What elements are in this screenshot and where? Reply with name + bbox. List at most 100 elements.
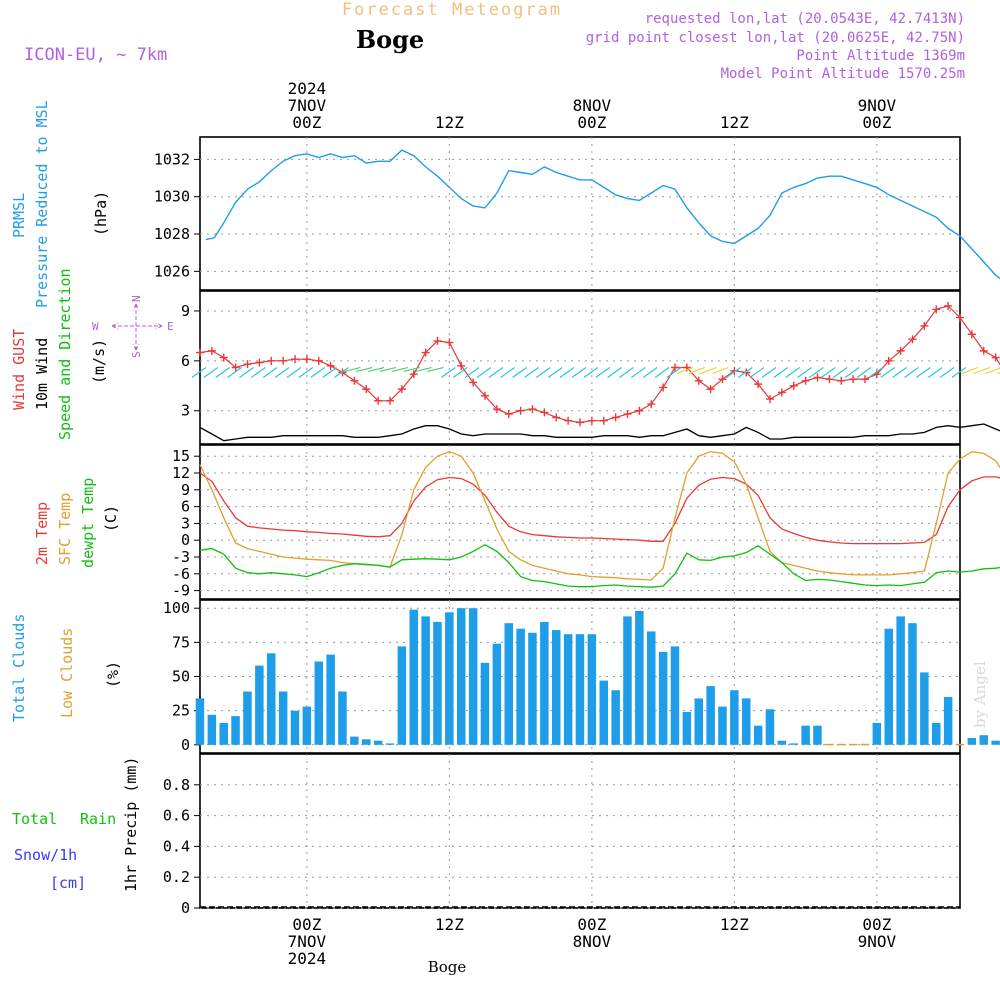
gust-marker — [540, 408, 549, 417]
gust-marker — [837, 376, 846, 385]
gust-marker — [659, 383, 668, 392]
cloud-bar — [433, 621, 442, 745]
precip-legend: Total Rain Snow/1h [cm] 1hr Precip (mm) — [12, 757, 140, 892]
temperature-layer — [199, 451, 1000, 588]
wind-direction-arrow — [322, 367, 337, 378]
gust-marker — [243, 360, 252, 369]
precip-y-tick-label: 0.4 — [163, 837, 190, 855]
bottom-time-label: 8NOV — [573, 932, 612, 951]
snow-unit: [cm] — [50, 874, 86, 892]
wind-direction-arrow — [440, 367, 456, 378]
wind-direction-arrow — [512, 367, 527, 378]
gust-marker — [766, 395, 774, 404]
gust-marker — [279, 356, 288, 365]
gust-marker — [350, 376, 359, 385]
footer-location: Boge — [428, 958, 467, 976]
wind-direction-arrow — [666, 367, 682, 378]
gust-marker — [196, 348, 204, 357]
cloud-bar — [860, 743, 870, 746]
cloud-bar — [742, 698, 751, 745]
cloud-bar — [457, 608, 466, 745]
clouds-legend: Total Clouds Low Clouds (%) — [10, 614, 122, 722]
cloud-bar — [255, 665, 264, 745]
wind-direction-arrow — [559, 367, 575, 378]
cloud-bar — [563, 634, 573, 745]
cloud-bar — [789, 743, 798, 745]
precip-y-tick-label: 0.6 — [163, 807, 190, 825]
sfc-temp-label: SFC Temp — [56, 493, 74, 565]
gust-marker — [694, 376, 703, 385]
gust-label: Wind GUST — [10, 329, 28, 410]
cloud-bar — [492, 643, 502, 745]
clouds-y-tick-label: 0 — [181, 736, 190, 754]
wind-direction-arrow — [880, 367, 896, 378]
wind-direction-arrow — [951, 367, 967, 378]
cloud-bar — [231, 716, 240, 745]
gust-marker — [647, 400, 656, 409]
cloud-bar — [991, 740, 1000, 745]
clouds-y-tick-label: 25 — [172, 702, 190, 720]
gust-marker — [979, 346, 988, 355]
location-title: Boge — [356, 25, 424, 54]
top-time-label: 00Z — [577, 113, 606, 132]
gust-marker — [421, 348, 430, 357]
snow-label: Snow/1h — [14, 846, 77, 864]
cloud-bar — [730, 690, 739, 745]
gust-marker — [742, 368, 751, 377]
wind-direction-arrow — [203, 367, 219, 378]
bottom-time-label: 00Z — [292, 915, 321, 934]
gust-marker — [991, 353, 1000, 362]
gust-marker — [611, 413, 620, 422]
clouds-layer — [195, 608, 1000, 746]
cloud-bar — [599, 680, 608, 745]
gust-marker — [504, 410, 513, 419]
requested-coords: requested lon,lat (20.0543E, 42.7413N) — [645, 11, 965, 27]
temperature-y-tick-label: -6 — [172, 565, 190, 583]
gust-marker — [623, 410, 632, 419]
bottom-time-label: 9NOV — [858, 932, 897, 951]
cloud-bar — [967, 738, 977, 745]
bottom-time-label: 00Z — [577, 915, 606, 934]
wind-direction-arrow — [868, 367, 884, 378]
cloud-bar — [468, 608, 478, 745]
gust-marker — [397, 385, 406, 394]
wind-direction-arrow — [856, 367, 872, 378]
pressure-layer — [205, 149, 1000, 280]
cloud-bar — [516, 628, 525, 745]
wind-direction-arrow — [464, 367, 480, 378]
temperature-y-tick-label: 9 — [181, 481, 190, 499]
gust-marker — [789, 381, 798, 390]
wind-direction-arrow — [844, 367, 860, 378]
wind-direction-arrow — [274, 367, 290, 378]
pressure-label-line2: Pressure Reduced to MSL — [33, 100, 51, 308]
pressure-y-tick-label: 1032 — [154, 150, 190, 168]
point-altitude: Point Altitude 1369m — [796, 48, 965, 64]
wind-direction-arrow — [832, 367, 848, 378]
temperature-y-tick-label: 6 — [181, 498, 190, 516]
wind-direction-arrow — [476, 367, 492, 378]
dewpt-label: dewpt Temp — [79, 478, 97, 568]
wind-direction-arrow — [915, 367, 931, 378]
cloud-bar — [825, 743, 834, 746]
top-time-label: 7NOV — [288, 96, 327, 115]
cloud-bar — [267, 653, 276, 745]
wind-direction-arrow — [250, 367, 266, 378]
cloud-bar — [219, 722, 228, 745]
gust-marker — [884, 356, 893, 365]
clouds-y-tick-label: 75 — [172, 633, 190, 651]
temperature-y-tick-label: 12 — [172, 464, 190, 482]
dewpt-line — [199, 543, 1000, 588]
wind-direction-arrow — [215, 367, 231, 378]
cloud-bar — [777, 740, 787, 745]
gust-marker — [445, 338, 454, 347]
gust-marker — [291, 355, 299, 364]
low-clouds-label: Low Clouds — [58, 628, 76, 718]
compass-south: S — [130, 351, 143, 358]
cloud-bar — [314, 661, 323, 745]
wind-direction-arrow — [737, 367, 753, 378]
wind-label: 10m Wind — [33, 338, 51, 410]
wind-direction-arrow — [500, 367, 516, 378]
